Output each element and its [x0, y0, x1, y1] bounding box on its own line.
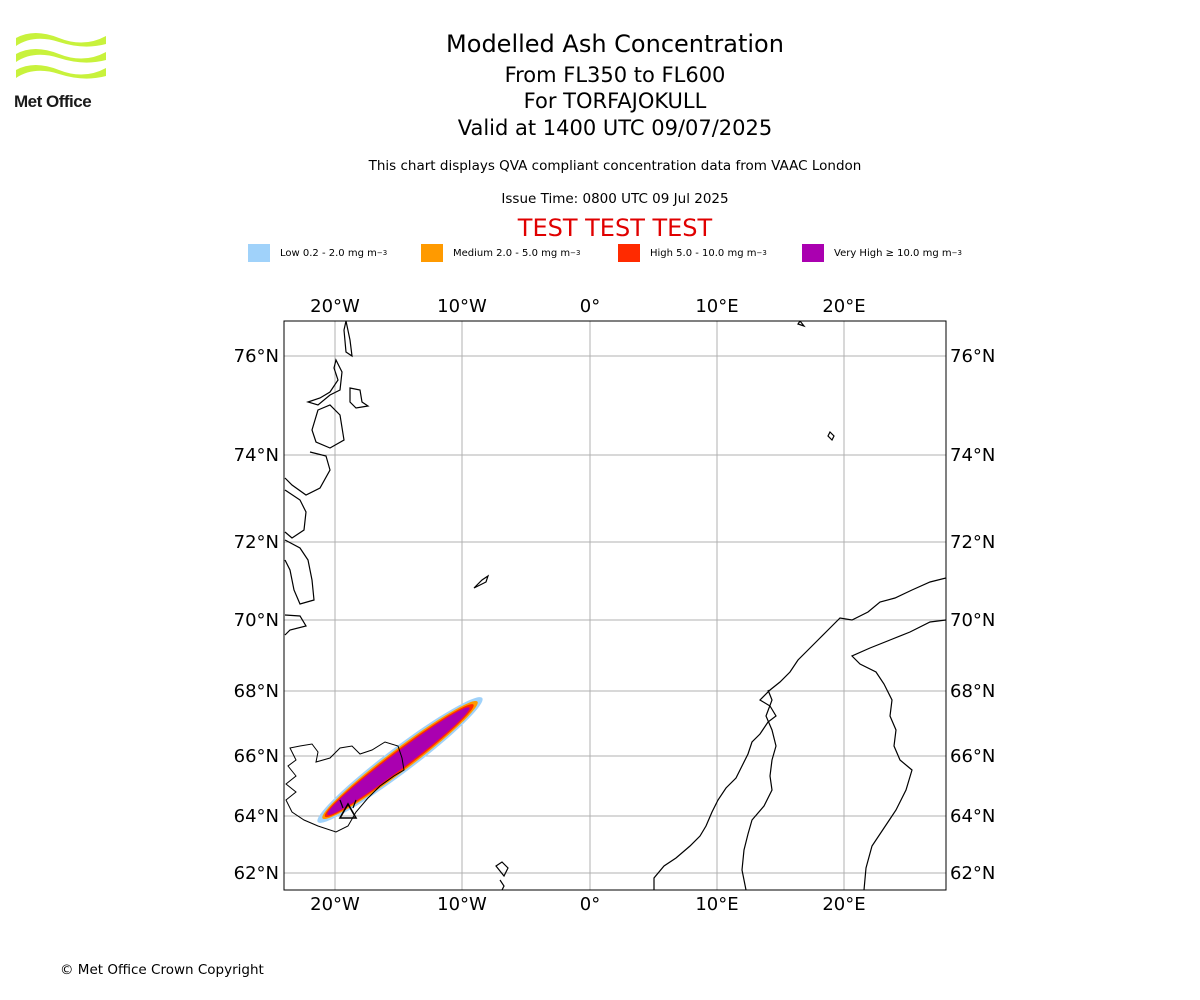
met-office-logo	[16, 33, 106, 79]
legend-item-very-high: Very High ≥ 10.0 mg m −3	[802, 244, 962, 262]
lon-label-bottom-10e: 10°E	[695, 894, 738, 915]
ash-very-high-area	[327, 707, 470, 816]
legend-sup-medium: −3	[570, 249, 581, 257]
legend-label-very-high: Very High ≥ 10.0 mg m	[834, 247, 952, 259]
legend-sup-high: −3	[756, 249, 767, 257]
legend-sup-low: −3	[376, 249, 388, 257]
volcano-name: For TORFAJOKULL	[523, 89, 707, 113]
issue-time: Issue Time: 0800 UTC 09 Jul 2025	[501, 191, 729, 207]
lat-label-left-66n: 66°N	[234, 746, 279, 767]
lat-label-right-72n: 72°N	[950, 532, 995, 553]
lat-label-left-74n: 74°N	[234, 445, 279, 466]
lat-label-right-68n: 68°N	[950, 681, 995, 702]
triangle-icon	[338, 802, 358, 819]
lon-label-top-0: 0°	[580, 296, 600, 317]
test-banner: TEST TEST TEST	[517, 214, 713, 242]
valid-time: Valid at 1400 UTC 09/07/2025	[457, 116, 773, 140]
logo-wordmark: Met Office	[14, 92, 92, 111]
chart-title: Modelled Ash Concentration	[446, 30, 784, 58]
legend-swatch-high	[618, 244, 640, 262]
legend-label-medium: Medium 2.0 - 5.0 mg m	[453, 247, 571, 259]
lat-label-right-70n: 70°N	[950, 610, 995, 631]
lat-label-left-70n: 70°N	[234, 610, 279, 631]
lat-label-left-68n: 68°N	[234, 681, 279, 702]
legend-label-low: Low 0.2 - 2.0 mg m	[280, 247, 377, 259]
lat-label-right-74n: 74°N	[950, 445, 995, 466]
lat-label-left-62n: 62°N	[234, 863, 279, 884]
map-frame	[283, 320, 947, 891]
lon-label-top-10e: 10°E	[695, 296, 738, 317]
lat-label-left-72n: 72°N	[234, 532, 279, 553]
ash-plume	[317, 697, 483, 823]
coastlines	[284, 321, 946, 890]
lon-label-top-10w: 10°W	[437, 296, 487, 317]
lat-label-right-66n: 66°N	[950, 746, 995, 767]
lat-label-right-62n: 62°N	[950, 863, 995, 884]
compliance-note: This chart displays QVA compliant concen…	[368, 158, 862, 174]
lon-label-bottom-20e: 20°E	[822, 894, 865, 915]
legend-swatch-very-high	[802, 244, 824, 262]
copyright-notice: © Met Office Crown Copyright	[60, 962, 264, 978]
lon-label-top-20e: 20°E	[822, 296, 865, 317]
lat-label-right-64n: 64°N	[950, 806, 995, 827]
lon-label-top-20w: 20°W	[310, 296, 360, 317]
legend-label-high: High 5.0 - 10.0 mg m	[650, 247, 757, 259]
lat-label-left-76n: 76°N	[234, 346, 279, 367]
legend-item-low: Low 0.2 - 2.0 mg m −3	[248, 244, 387, 262]
legend-item-medium: Medium 2.0 - 5.0 mg m −3	[421, 244, 580, 262]
lat-label-right-76n: 76°N	[950, 346, 995, 367]
flight-level-range: From FL350 to FL600	[504, 63, 726, 87]
legend-swatch-medium	[421, 244, 443, 262]
legend-item-high: High 5.0 - 10.0 mg m −3	[618, 244, 767, 262]
gridlines	[284, 321, 946, 890]
lon-label-bottom-20w: 20°W	[310, 894, 360, 915]
lon-label-bottom-0: 0°	[580, 894, 600, 915]
lat-label-left-64n: 64°N	[234, 806, 279, 827]
legend-sup-very-high: −3	[951, 249, 962, 257]
legend-swatch-low	[248, 244, 270, 262]
lon-label-bottom-10w: 10°W	[437, 894, 487, 915]
